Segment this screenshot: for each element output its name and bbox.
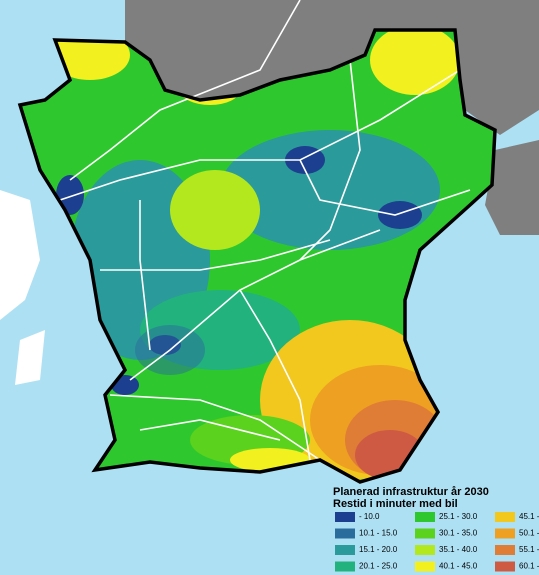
legend-swatch [415,561,435,572]
legend-label: 20.1 - 25.0 [359,562,398,571]
legend-label: 10.1 - 15.0 [359,529,398,538]
neighbour-land [485,140,539,235]
legend-label: 45.1 - 50.0 [519,512,539,521]
legend-title: Planerad infrastruktur år 2030 [333,486,489,498]
legend-label: 50.1 - 55.0 [519,529,539,538]
legend-swatch [495,512,515,522]
legend-swatch [415,545,435,555]
roads [59,0,471,461]
legend-label: 40.1 - 45.0 [439,562,478,571]
legend-label: 55.1 - 60.0 [519,545,539,554]
legend-swatch [415,512,435,522]
island [0,190,40,320]
legend-subtitle: Restid i minuter med bil [333,498,458,510]
legend-swatch [495,561,515,572]
legend-label: 30.1 - 35.0 [439,529,478,538]
legend-swatch [415,528,435,539]
legend-swatch [335,561,355,572]
legend-label: 35.1 - 40.0 [439,545,478,554]
legend-label: 15.1 - 20.0 [359,545,398,554]
legend-swatch [495,528,515,539]
legend-swatch [495,545,515,555]
legend-label: - 10.0 [359,512,380,521]
legend-swatch [335,528,355,539]
legend-swatch [335,545,355,555]
legend-swatch [335,512,355,522]
legend-label: 60.1 - [519,562,539,571]
island [15,330,45,385]
legend: Planerad infrastruktur år 2030 Restid i … [333,486,539,572]
legend-label: 25.1 - 30.0 [439,512,478,521]
